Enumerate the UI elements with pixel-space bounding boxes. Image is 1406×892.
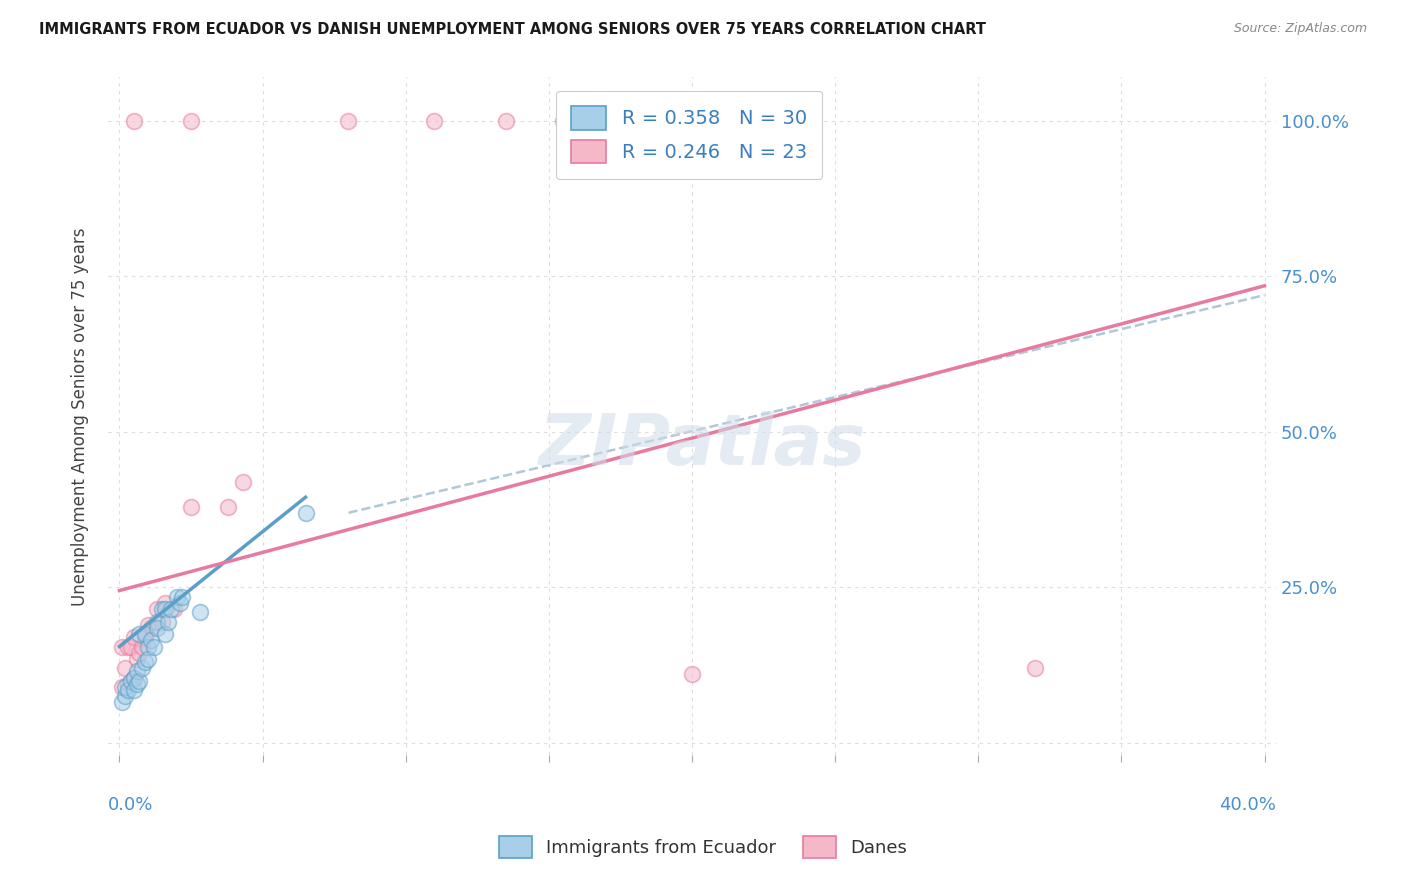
- Point: [163, 602, 186, 616]
- Point: [131, 661, 153, 675]
- Point: [142, 640, 165, 654]
- Point: [232, 475, 254, 489]
- Point: [681, 667, 703, 681]
- Point: [294, 506, 316, 520]
- Text: ZIPatlas: ZIPatlas: [540, 411, 866, 481]
- Point: [122, 630, 145, 644]
- Point: [180, 500, 202, 514]
- Point: [139, 621, 162, 635]
- Point: [111, 640, 134, 654]
- Point: [160, 602, 183, 616]
- Point: [117, 677, 139, 691]
- Point: [157, 615, 180, 629]
- Point: [120, 673, 142, 688]
- Text: IMMIGRANTS FROM ECUADOR VS DANISH UNEMPLOYMENT AMONG SENIORS OVER 75 YEARS CORRE: IMMIGRANTS FROM ECUADOR VS DANISH UNEMPL…: [39, 22, 987, 37]
- Y-axis label: Unemployment Among Seniors over 75 years: Unemployment Among Seniors over 75 years: [72, 227, 89, 606]
- Point: [128, 646, 150, 660]
- Point: [145, 615, 167, 629]
- Point: [136, 640, 159, 654]
- Point: [145, 621, 167, 635]
- Point: [111, 696, 134, 710]
- Text: 40.0%: 40.0%: [1219, 796, 1277, 814]
- Point: [125, 677, 148, 691]
- Point: [134, 630, 156, 644]
- Point: [122, 671, 145, 685]
- Point: [423, 114, 446, 128]
- Point: [553, 114, 575, 128]
- Point: [136, 652, 159, 666]
- Point: [188, 605, 211, 619]
- Legend: Immigrants from Ecuador, Danes: Immigrants from Ecuador, Danes: [491, 827, 915, 867]
- Point: [180, 114, 202, 128]
- Point: [117, 640, 139, 654]
- Point: [114, 661, 136, 675]
- Point: [111, 680, 134, 694]
- Point: [134, 655, 156, 669]
- Point: [128, 627, 150, 641]
- Point: [117, 683, 139, 698]
- Point: [122, 683, 145, 698]
- Point: [136, 617, 159, 632]
- Point: [337, 114, 360, 128]
- Point: [169, 596, 191, 610]
- Point: [495, 114, 517, 128]
- Point: [122, 114, 145, 128]
- Point: [145, 602, 167, 616]
- Point: [134, 627, 156, 641]
- Point: [155, 596, 177, 610]
- Point: [120, 640, 142, 654]
- Point: [139, 633, 162, 648]
- Point: [155, 602, 177, 616]
- Point: [114, 680, 136, 694]
- Point: [217, 500, 239, 514]
- Point: [150, 602, 173, 616]
- Point: [609, 114, 631, 128]
- Point: [128, 673, 150, 688]
- Point: [166, 590, 188, 604]
- Point: [125, 665, 148, 679]
- Legend: R = 0.358   N = 30, R = 0.246   N = 23: R = 0.358 N = 30, R = 0.246 N = 23: [555, 91, 823, 178]
- Point: [114, 690, 136, 704]
- Text: Source: ZipAtlas.com: Source: ZipAtlas.com: [1233, 22, 1367, 36]
- Point: [155, 627, 177, 641]
- Point: [131, 640, 153, 654]
- Point: [1024, 661, 1046, 675]
- Point: [125, 652, 148, 666]
- Text: 0.0%: 0.0%: [108, 796, 153, 814]
- Point: [122, 671, 145, 685]
- Point: [172, 590, 194, 604]
- Point: [150, 615, 173, 629]
